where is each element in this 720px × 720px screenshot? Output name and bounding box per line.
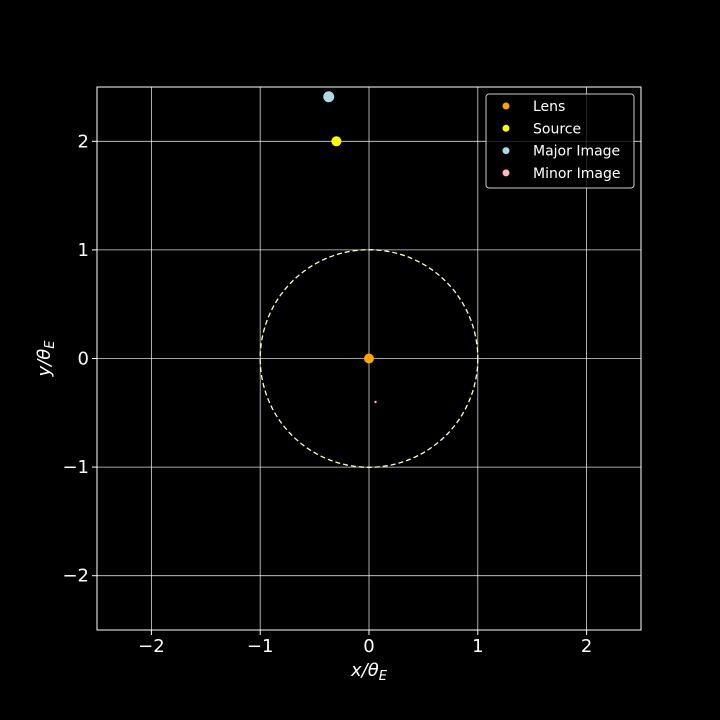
legend-marker-1: [502, 124, 510, 132]
y-tick-label-4: 2: [78, 131, 89, 152]
legend-label-2: Major Image: [533, 144, 620, 160]
data-points: [323, 91, 377, 404]
legend-marker-3: [502, 169, 510, 177]
major-image-point-0: [323, 91, 335, 103]
x-tick-label-2: 0: [363, 636, 374, 657]
y-tick-label-1: −1: [62, 457, 89, 478]
x-tick-label-0: −2: [138, 636, 165, 657]
source-point-0: [331, 136, 342, 147]
x-tick-label-4: 2: [581, 636, 592, 657]
y-tick-label-0: −2: [62, 566, 89, 587]
x-axis-label: x/θE: [350, 660, 388, 684]
legend-label-3: Minor Image: [533, 166, 620, 182]
legend-label-0: Lens: [533, 99, 565, 115]
lens-point-0: [364, 353, 374, 364]
y-tick-label-3: 1: [78, 240, 89, 261]
legend-label-1: Source: [533, 121, 581, 137]
legend: Lens Source Major Image Minor Image: [485, 93, 635, 189]
einstein-ring: [259, 249, 479, 468]
x-tick-label-1: −1: [247, 636, 274, 657]
y-axis-label: y/θE: [34, 340, 58, 378]
minor-image-point-0: [374, 400, 377, 404]
x-tick-label-3: 1: [472, 636, 483, 657]
y-tick-label-2: 0: [78, 349, 89, 370]
axis-ticks: −2 −1 0 1 2 −2 −1 0 1 2: [62, 131, 592, 657]
legend-marker-0: [502, 102, 510, 110]
legend-marker-2: [502, 147, 510, 155]
legend-frame: [485, 93, 635, 189]
